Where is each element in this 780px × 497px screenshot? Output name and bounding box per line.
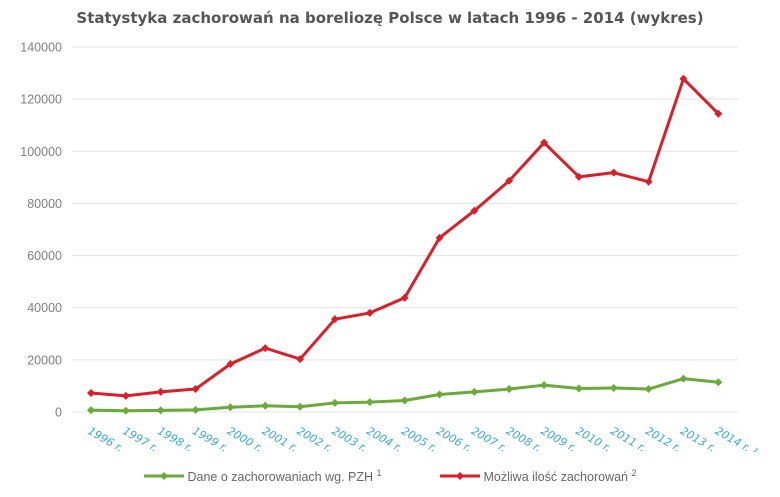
data-point-marker[interactable] (574, 172, 583, 181)
gridlines (72, 46, 738, 413)
legend-label-pzh: Dane o zachorowaniach wg. PZH 1 (187, 468, 382, 485)
y-tick-label: 100000 (20, 145, 62, 159)
data-point-marker[interactable] (644, 177, 653, 186)
data-point-marker[interactable] (87, 406, 95, 415)
data-point-marker[interactable] (330, 315, 339, 324)
data-point-marker[interactable] (226, 360, 235, 369)
data-point-marker[interactable] (540, 381, 549, 390)
series-lines (87, 74, 723, 415)
x-tick-label: 2005 r. (399, 424, 439, 455)
data-point-marker[interactable] (365, 398, 374, 407)
legend-item-possible[interactable]: Możliwa ilość zachorowań 2 (439, 468, 637, 485)
x-tick-label: 2009 r. (539, 424, 579, 455)
legend-item-pzh[interactable]: Dane o zachorowaniach wg. PZH 1 (143, 468, 382, 485)
green-line-marker-icon (143, 472, 184, 481)
y-tick-label: 0 (55, 406, 62, 420)
data-point-marker[interactable] (400, 293, 409, 302)
y-tick-label: 60000 (27, 249, 62, 263)
data-point-marker[interactable] (609, 168, 618, 177)
data-point-marker[interactable] (365, 308, 374, 317)
data-point-marker[interactable] (574, 384, 583, 393)
data-point-marker[interactable] (261, 401, 270, 410)
data-point-marker[interactable] (679, 74, 688, 83)
x-tick-label: 2010 r. (573, 424, 613, 455)
x-tick-label: 1997 r. (120, 424, 160, 455)
data-point-marker[interactable] (191, 385, 200, 394)
data-point-marker[interactable] (156, 387, 165, 396)
x-tick-label: 2011 r. (608, 424, 648, 455)
data-point-marker[interactable] (714, 109, 723, 118)
y-tick-label: 20000 (27, 353, 62, 367)
data-point-marker[interactable] (470, 387, 479, 396)
x-tick-label: 1999 r. (190, 424, 230, 455)
y-tick-label: 140000 (20, 41, 62, 55)
x-tick-label: 2004 r. (364, 424, 404, 455)
data-point-marker[interactable] (156, 406, 165, 415)
x-tick-label: 2013 r. (678, 424, 718, 455)
data-point-marker[interactable] (191, 405, 200, 414)
x-tick-label: 2008 r. (504, 424, 544, 455)
y-tick-label: 80000 (27, 197, 62, 211)
chart-title: Statystyka zachorowań na boreliozę Polsc… (76, 9, 704, 27)
x-tick-label: 2000 r. (225, 424, 265, 455)
data-point-marker[interactable] (505, 176, 514, 185)
y-tick-label: 120000 (20, 93, 62, 107)
data-point-marker[interactable] (261, 344, 270, 353)
data-point-marker[interactable] (121, 391, 130, 400)
legend: Dane o zachorowaniach wg. PZH 1 Możliwa … (0, 468, 780, 484)
y-axis-labels: 0 20000 40000 60000 80000 100000 120000 140000 (20, 41, 62, 420)
y-tick-label: 40000 (27, 301, 62, 315)
x-tick-label: 1998 r. (155, 424, 195, 455)
data-point-marker[interactable] (330, 398, 339, 407)
data-point-marker[interactable] (296, 402, 305, 411)
x-tick-label: 2006 r. (434, 424, 474, 455)
data-point-marker[interactable] (505, 385, 514, 394)
data-point-marker[interactable] (226, 403, 235, 412)
data-point-marker[interactable] (400, 396, 409, 405)
x-axis-labels: 1996 r.1997 r.1998 r.1999 r.2000 r.2001 … (86, 424, 761, 459)
data-point-marker[interactable] (435, 233, 444, 242)
x-tick-label: 2014 r. ³ (713, 424, 760, 459)
data-point-marker[interactable] (435, 390, 444, 399)
x-tick-label: 2007 r. (469, 424, 509, 455)
x-tick-label: 2003 r. (329, 424, 369, 455)
x-tick-label: 1996 r. (86, 424, 126, 455)
data-point-marker[interactable] (121, 406, 130, 415)
x-tick-label: 2001 r. (260, 424, 300, 455)
data-point-marker[interactable] (87, 388, 95, 397)
series-pzh-line (90, 377, 719, 413)
data-point-marker[interactable] (296, 355, 305, 364)
data-point-marker[interactable] (679, 374, 688, 383)
data-point-marker[interactable] (714, 378, 723, 387)
legend-label-possible: Możliwa ilość zachorowań 2 (483, 468, 637, 485)
data-point-marker[interactable] (470, 206, 479, 215)
x-tick-label: 2002 r. (295, 424, 335, 455)
x-tick-label: 2012 r. (643, 424, 683, 455)
series-possible-line (90, 77, 720, 398)
data-point-marker[interactable] (540, 138, 549, 147)
data-point-marker[interactable] (644, 385, 653, 394)
data-point-marker[interactable] (609, 384, 618, 393)
red-line-marker-icon (439, 472, 480, 481)
